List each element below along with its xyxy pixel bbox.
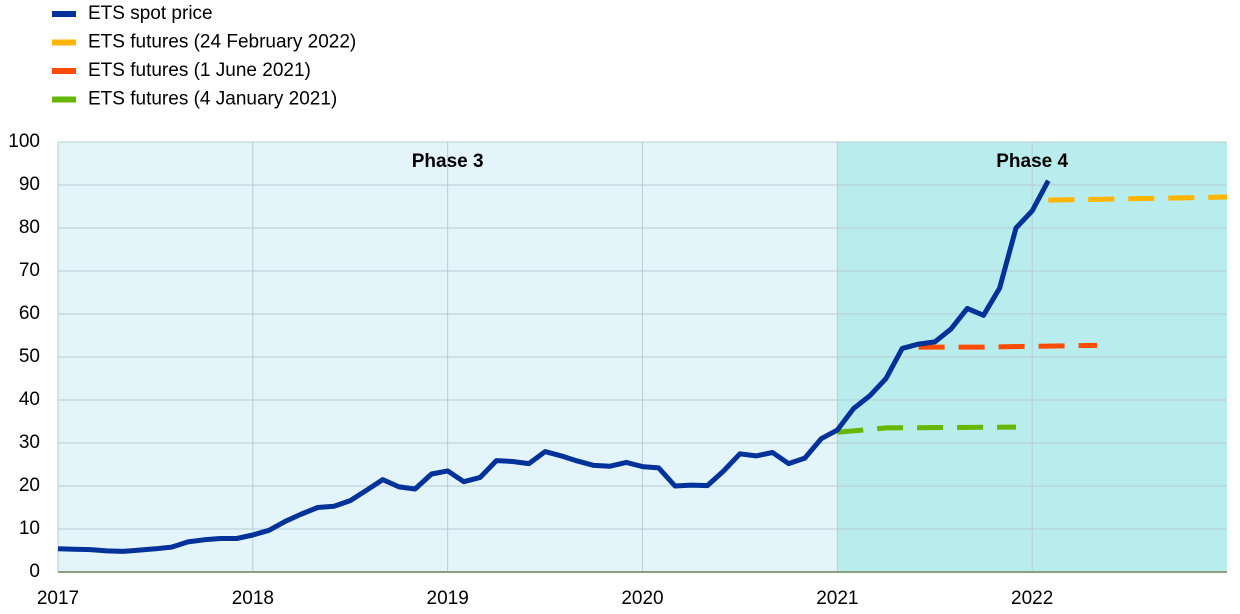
legend-label: ETS futures (1 June 2021) <box>88 60 311 81</box>
y-tick-label: 20 <box>19 475 40 496</box>
x-tick-label: 2017 <box>37 588 79 609</box>
x-tick-label: 2018 <box>232 588 274 609</box>
x-tick-label: 2019 <box>427 588 469 609</box>
y-tick-label: 90 <box>19 174 40 195</box>
series-line <box>918 342 1098 350</box>
y-tick-label: 100 <box>8 131 40 152</box>
x-tick-label: 2021 <box>816 588 858 609</box>
series-line <box>57 179 1051 554</box>
y-tick-label: 50 <box>19 346 40 367</box>
y-tick-label: 60 <box>19 303 40 324</box>
series-line <box>1048 194 1228 203</box>
y-tick-label: 80 <box>19 217 40 238</box>
legend-label: ETS futures (4 January 2021) <box>88 89 337 110</box>
y-tick-label: 40 <box>19 389 40 410</box>
phase-label: Phase 3 <box>412 151 484 172</box>
x-tick-label: 2020 <box>621 588 663 609</box>
legend-label: ETS spot price <box>88 3 213 24</box>
legend-label: ETS futures (24 February 2022) <box>88 32 356 53</box>
y-tick-label: 30 <box>19 432 40 453</box>
x-tick-label: 2022 <box>1011 588 1053 609</box>
y-tick-label: 10 <box>19 518 40 539</box>
phase-label: Phase 4 <box>996 151 1068 172</box>
series-line <box>837 424 1017 435</box>
y-tick-label: 0 <box>29 561 40 582</box>
y-tick-label: 70 <box>19 260 40 281</box>
